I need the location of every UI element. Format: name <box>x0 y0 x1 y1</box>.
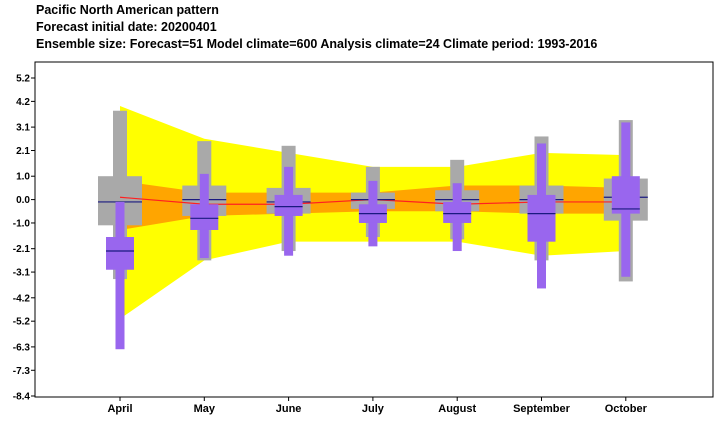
y-tick-label: 0.0 <box>16 195 30 206</box>
ensemble-info: Ensemble size: Forecast=51 Model climate… <box>36 37 598 51</box>
y-tick-label: 5.2 <box>16 74 30 85</box>
forecast-box-4 <box>443 201 472 223</box>
forecast-box-1 <box>190 204 219 230</box>
y-tick-label: 3.1 <box>16 123 30 134</box>
x-tick-label-april: April <box>107 403 132 415</box>
forecast-date: Forecast initial date: 20200401 <box>36 20 217 34</box>
x-tick-label-june: June <box>276 403 302 415</box>
y-tick-label: 4.2 <box>16 97 30 108</box>
y-tick-label: -8.4 <box>13 392 31 403</box>
y-tick-label: 1.0 <box>16 172 30 183</box>
y-tick-label: -1.0 <box>13 218 31 229</box>
plot-frame <box>34 61 714 398</box>
chart-title: Pacific North American pattern <box>36 3 219 17</box>
x-tick-label-august: August <box>438 403 476 415</box>
forecast-box-0 <box>106 237 134 270</box>
y-tick-label: -6.3 <box>13 342 31 353</box>
x-tick-label-may: May <box>194 403 216 415</box>
chart-header: Pacific North American pattern Forecast … <box>36 2 597 53</box>
x-tick-label-july: July <box>362 403 385 415</box>
y-tick-label: -4.2 <box>13 293 31 304</box>
x-tick-label-october: October <box>605 403 648 415</box>
y-tick-label: -3.1 <box>13 268 31 279</box>
y-tick-label: -2.1 <box>13 244 31 255</box>
forecast-box-6 <box>611 176 640 214</box>
forecast-box-2 <box>274 194 303 216</box>
forecast-whisker-0 <box>115 201 125 350</box>
forecast-box-5 <box>527 194 556 242</box>
x-tick-label-september: September <box>513 403 571 415</box>
y-tick-label: -7.3 <box>13 366 31 377</box>
y-tick-label: 2.1 <box>16 146 30 157</box>
y-tick-label: -5.2 <box>13 317 31 328</box>
